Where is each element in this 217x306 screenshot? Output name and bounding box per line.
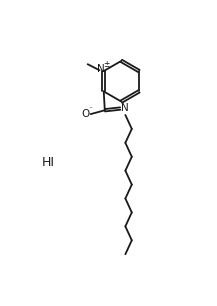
Text: ⁻: ⁻: [89, 104, 93, 113]
Text: N: N: [97, 64, 105, 74]
Text: HI: HI: [42, 156, 55, 169]
Text: ±: ±: [103, 60, 110, 69]
Text: N: N: [121, 103, 129, 113]
Text: O: O: [82, 109, 90, 119]
